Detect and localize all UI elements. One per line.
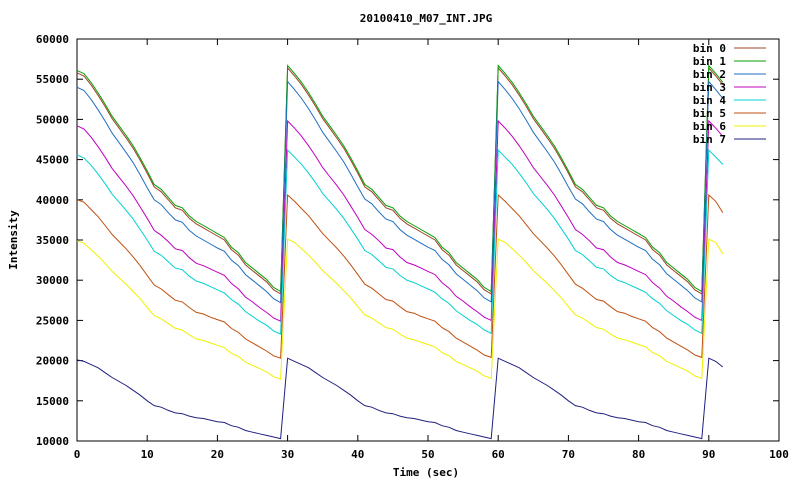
x-tick-label: 70	[562, 448, 575, 461]
y-tick-label: 20000	[36, 355, 69, 368]
x-tick-label: 40	[351, 448, 364, 461]
series-line-bin-0	[76, 66, 724, 295]
series-line-bin-7	[76, 357, 724, 440]
x-tick-label: 90	[702, 448, 715, 461]
y-tick-label: 35000	[36, 234, 69, 247]
x-tick-label: 80	[632, 448, 645, 461]
y-tick-label: 10000	[36, 435, 69, 448]
y-tick-label: 40000	[36, 194, 69, 207]
series-line-bin-2	[76, 80, 724, 304]
chart-title: 20100410_M07_INT.JPG	[360, 12, 493, 25]
y-axis-label: Intensity	[7, 210, 20, 270]
legend-label: bin 2	[693, 68, 726, 81]
legend-label: bin 1	[693, 55, 726, 68]
series-line-bin-1	[76, 64, 724, 293]
series-line-bin-3	[76, 119, 724, 322]
x-tick-label: 50	[421, 448, 434, 461]
y-tick-label: 55000	[36, 73, 69, 86]
x-tick-label: 20	[211, 448, 224, 461]
series-line-bin-4	[76, 148, 724, 335]
y-tick-label: 15000	[36, 395, 69, 408]
legend-label: bin 3	[693, 81, 726, 94]
legend-label: bin 4	[693, 94, 726, 107]
y-axis-ticks: 10000 15000 20000 25000 30000 35000 40000 45000…	[36, 33, 779, 448]
legend-label: bin 0	[693, 42, 726, 55]
y-tick-label: 45000	[36, 154, 69, 167]
legend-label: bin 7	[693, 133, 726, 146]
x-tick-label: 60	[492, 448, 505, 461]
y-tick-label: 30000	[36, 274, 69, 287]
y-tick-label: 25000	[36, 314, 69, 327]
x-axis-ticks: 0 10 20 30 40 50 60 70 80 90 100	[74, 39, 789, 461]
legend-label: bin 6	[693, 120, 726, 133]
x-tick-label: 100	[769, 448, 789, 461]
legend-label: bin 5	[693, 107, 726, 120]
x-tick-label: 10	[141, 448, 154, 461]
y-tick-label: 60000	[36, 33, 69, 46]
x-tick-label: 30	[281, 448, 294, 461]
x-axis-label: Time (sec)	[393, 466, 459, 479]
series-line-bin-6	[76, 238, 724, 380]
x-tick-label: 0	[74, 448, 81, 461]
y-tick-label: 50000	[36, 113, 69, 126]
series-lines	[76, 64, 724, 440]
series-line-bin-5	[76, 193, 724, 359]
